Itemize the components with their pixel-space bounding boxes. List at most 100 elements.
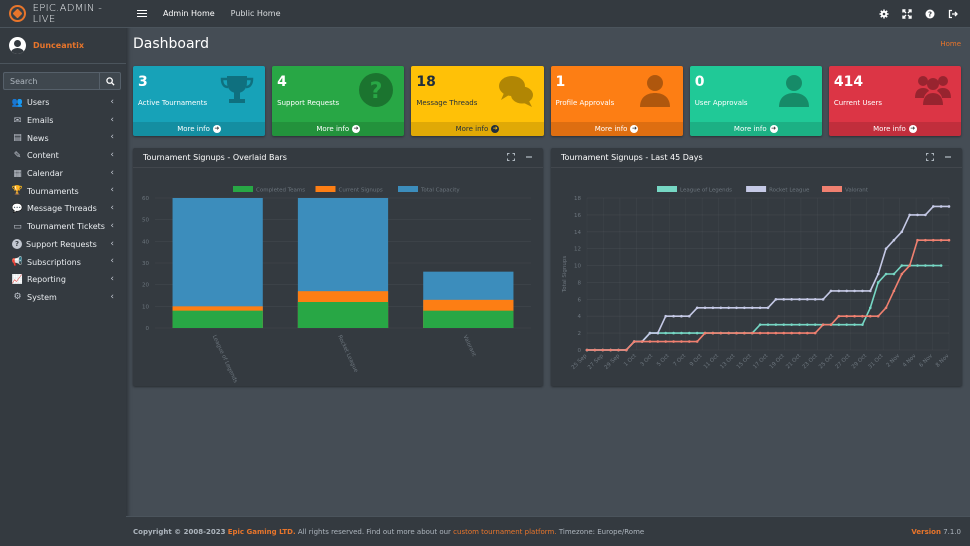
more-info-label: More info: [455, 125, 489, 133]
data-point: [711, 306, 715, 310]
data-point: [939, 205, 943, 208]
legend-item[interactable]: Rocket League: [746, 186, 810, 194]
data-point: [743, 306, 746, 310]
user-avatar-icon: [9, 37, 26, 54]
info-box-message-threads: 18 Message Threads More info ➜: [411, 66, 544, 136]
arrow-circle-right-icon: ➜: [769, 125, 778, 133]
user-name[interactable]: Dunceantix: [33, 41, 85, 50]
more-info-link[interactable]: More info ➜: [272, 122, 405, 136]
data-point: [892, 289, 896, 293]
card-title: Tournament Signups - Last 45 Days: [561, 153, 703, 162]
data-point: [625, 348, 628, 352]
data-point: [845, 323, 848, 326]
data-point: [845, 289, 848, 293]
comments-icon: [498, 76, 533, 107]
legend-item[interactable]: Completed Teams: [233, 186, 305, 194]
users-icon: [915, 76, 952, 105]
envelope-icon: ✉: [13, 115, 22, 126]
maximize-icon[interactable]: [507, 153, 515, 161]
sidebar-item-support-requests[interactable]: ? Support Requests ‹: [0, 236, 126, 254]
more-info-link[interactable]: More info ➜: [828, 122, 962, 136]
data-point: [806, 323, 809, 326]
sidebar-item-tournaments[interactable]: 🏆 Tournaments ‹: [0, 182, 126, 200]
sidebar-item-content[interactable]: ✎ Content ‹: [0, 147, 126, 165]
bar: [297, 302, 389, 328]
data-point: [680, 314, 683, 318]
maximize-icon[interactable]: [926, 153, 934, 161]
chevron-left-icon: ‹: [110, 256, 114, 267]
x-tick-label: 19 Oct: [769, 353, 787, 371]
x-tick-label: 4 Nov: [902, 353, 918, 369]
collapse-icon[interactable]: [944, 153, 952, 161]
menu-toggle-icon[interactable]: [137, 9, 147, 18]
search-icon: [105, 76, 115, 86]
data-point: [798, 323, 801, 326]
sidebar-item-label: Message Threads: [27, 204, 97, 214]
sidebar-item-users[interactable]: 👥 Users ‹: [0, 94, 126, 112]
arrow-circle-right-icon: ➜: [352, 125, 361, 133]
public-home-link[interactable]: Public Home: [230, 9, 281, 18]
legend-label: Rocket League: [769, 188, 810, 194]
data-point: [829, 323, 833, 326]
sidebar-item-news[interactable]: ▤ News ‹: [0, 129, 126, 147]
data-point: [861, 314, 864, 318]
data-point: [758, 331, 762, 335]
data-point: [735, 306, 738, 310]
more-info-link[interactable]: More info ➜: [550, 122, 683, 136]
data-point: [774, 331, 778, 335]
brand-link[interactable]: EPIC.ADMIN - LIVE: [0, 0, 126, 28]
data-point: [609, 348, 612, 352]
collapse-icon[interactable]: [525, 153, 533, 161]
legend-swatch: [657, 186, 677, 192]
x-tick-label: 17 Oct: [752, 353, 770, 371]
sidebar-item-system[interactable]: ⚙ System ‹: [0, 289, 126, 307]
sidebar-item-label: Reporting: [27, 275, 66, 285]
x-tick-label: Valorant: [462, 334, 477, 358]
search-button[interactable]: [99, 72, 121, 90]
x-tick-label: 1 Oct: [623, 353, 638, 368]
more-info-link[interactable]: More info ➜: [689, 122, 822, 136]
footer-company-link[interactable]: Epic Gaming LTD.: [227, 527, 296, 536]
data-point: [931, 238, 935, 242]
chevron-left-icon: ‹: [110, 167, 114, 178]
sidebar: EPIC.ADMIN - LIVE Dunceantix 👥Users ‹ ✉ Ema…: [0, 0, 126, 546]
data-point: [798, 331, 801, 335]
legend-item[interactable]: Valorant: [822, 186, 869, 194]
data-point: [790, 331, 793, 335]
legend-item[interactable]: League of Legends: [657, 186, 732, 194]
user-panel[interactable]: Dunceantix: [0, 28, 126, 64]
sidebar-item-reporting[interactable]: 📈 Reporting ‹: [0, 271, 126, 289]
sidebar-item-emails[interactable]: ✉ Emails ‹: [0, 112, 126, 130]
info-box-support-requests: 4 Support Requests? More info ➜: [272, 66, 405, 136]
sidebar-item-calendar[interactable]: ▦ Calendar ‹: [0, 165, 126, 183]
admin-home-link[interactable]: Admin Home: [163, 9, 215, 18]
sidebar-item-subscriptions[interactable]: 📢 Subscriptions ‹: [0, 253, 126, 271]
data-point: [750, 306, 754, 310]
more-info-link[interactable]: More info ➜: [133, 122, 266, 136]
ticket-icon: ▭: [13, 221, 22, 232]
y-tick-label: 10: [142, 304, 149, 310]
legend-item[interactable]: Total Capacity: [398, 186, 460, 194]
fullscreen-icon[interactable]: [901, 8, 912, 19]
info-box-active-tournaments: 3 Active Tournaments More info ➜: [133, 66, 266, 136]
y-tick-label: 18: [574, 196, 581, 202]
legend-item[interactable]: Current Signups: [315, 186, 383, 194]
settings-icon[interactable]: [878, 8, 889, 19]
breadcrumb-home[interactable]: Home: [940, 40, 961, 48]
signups-line-chart: League of Legends Rocket League Valorant02…: [562, 186, 951, 371]
trophy-icon: [220, 76, 254, 103]
info-box-value: 1: [555, 74, 566, 90]
x-tick-label: 5 Oct: [656, 353, 671, 368]
help-icon[interactable]: ?: [924, 8, 935, 19]
search-input[interactable]: [3, 72, 99, 90]
more-info-link[interactable]: More info ➜: [411, 122, 544, 136]
sidebar-item-tournament-tickets[interactable]: ▭ Tournament Tickets ‹: [0, 218, 126, 236]
sidebar-item-message-threads[interactable]: 💬 Message Threads ‹: [0, 200, 126, 218]
y-tick-label: 2: [578, 331, 582, 337]
data-point: [750, 331, 754, 335]
logout-icon[interactable]: [947, 8, 958, 19]
data-point: [813, 331, 817, 335]
footer-copyright: Copyright © 2008-2023: [133, 527, 226, 536]
footer-platform-link[interactable]: custom tournament platform.: [453, 527, 557, 536]
legend-swatch: [315, 186, 336, 192]
